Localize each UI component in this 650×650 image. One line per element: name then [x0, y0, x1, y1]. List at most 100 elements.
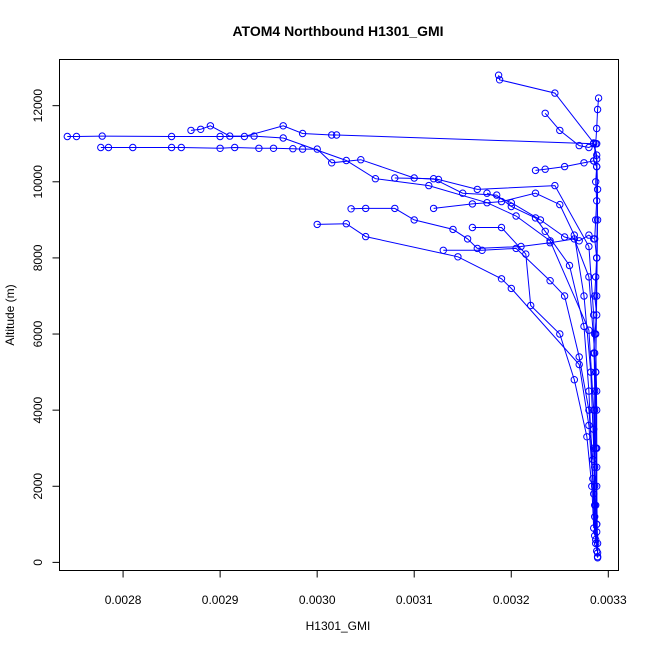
data-point [391, 204, 399, 213]
data-point [565, 261, 574, 270]
data-point [585, 231, 593, 239]
data-point [177, 143, 186, 152]
data-point [593, 554, 602, 562]
data-point [167, 143, 176, 152]
y-tick-label: 8000 [31, 244, 45, 271]
data-point [560, 292, 569, 300]
data-point [585, 326, 593, 334]
data-point [493, 191, 501, 199]
data-point [585, 406, 593, 414]
data-point [593, 185, 602, 194]
y-tick-label: 4000 [31, 396, 45, 423]
data-point [507, 202, 515, 211]
data-point [593, 539, 602, 548]
data-point [478, 246, 486, 255]
data-point [459, 189, 467, 197]
data-point [362, 232, 370, 241]
data-point [332, 131, 341, 139]
data-point [575, 141, 583, 150]
data-point [585, 421, 593, 430]
x-axis-label: H1301_GMI [306, 619, 371, 633]
data-point [592, 273, 600, 281]
data-point [546, 277, 554, 285]
data-point [585, 242, 593, 251]
data-point [313, 220, 321, 229]
series-line [351, 207, 598, 532]
series-14 [483, 189, 598, 245]
data-point [298, 129, 307, 138]
series-line [443, 247, 594, 460]
data-point [592, 216, 600, 224]
data-point [289, 145, 297, 153]
x-tick-label: 0.0033 [590, 593, 627, 607]
data-point [580, 292, 588, 300]
y-tick-label: 0 [31, 559, 45, 566]
data-point [556, 330, 564, 338]
data-point [255, 144, 263, 153]
data-point [551, 181, 559, 190]
data-point [269, 144, 278, 153]
data-point [590, 235, 598, 243]
y-tick-label: 6000 [31, 320, 45, 347]
data-point [592, 368, 600, 376]
series-1 [63, 122, 602, 561]
data-point [591, 292, 599, 300]
data-point [593, 197, 601, 205]
series-11 [439, 244, 597, 464]
data-point [541, 109, 549, 118]
y-axis: 0 2000 4000 6000 8000 10000 12000 [31, 89, 60, 566]
data-point [197, 125, 205, 134]
series-line [190, 125, 598, 552]
data-point [583, 433, 591, 441]
data-point [98, 132, 106, 140]
series-6 [494, 71, 602, 557]
data-point [129, 143, 137, 152]
x-tick-label: 0.0031 [396, 593, 433, 607]
data-point [590, 157, 598, 165]
chart-title: ATOM4 Northbound H1301_GMI [232, 23, 443, 39]
data-point [556, 200, 564, 209]
data-point [494, 71, 503, 79]
series-line [67, 125, 599, 557]
data-point [593, 311, 601, 319]
data-point [593, 387, 601, 395]
data-point [439, 246, 447, 255]
x-tick-label: 0.0030 [299, 593, 336, 607]
data-point [347, 205, 355, 213]
data-point [507, 284, 515, 293]
series-13 [541, 109, 601, 152]
series-line [394, 177, 596, 536]
series-10 [468, 223, 598, 532]
data-point [580, 322, 588, 331]
data-point [570, 231, 578, 239]
data-point [589, 455, 597, 464]
data-point [593, 151, 601, 159]
data-point [593, 162, 601, 171]
series-3 [187, 122, 601, 555]
data-point [590, 349, 598, 357]
data-point [250, 132, 258, 140]
data-point [429, 175, 438, 183]
data-point [463, 235, 472, 243]
data-point [298, 145, 307, 153]
data-point [575, 353, 583, 361]
data-point [527, 301, 535, 310]
data-point [592, 539, 600, 548]
data-point [495, 76, 504, 84]
data-point [206, 122, 215, 130]
data-point [473, 185, 481, 194]
data-point [497, 223, 506, 232]
data-point [536, 216, 545, 224]
data-point [216, 132, 224, 141]
x-axis: 0.0028 0.0029 0.0030 0.0031 0.0032 0.0033 [105, 570, 627, 607]
data-point [497, 275, 506, 283]
data-point [593, 406, 601, 414]
data-layer [63, 71, 603, 562]
y-tick-label: 12000 [31, 89, 45, 123]
series-line [317, 223, 597, 544]
data-point [187, 126, 195, 135]
data-point [425, 181, 433, 190]
data-point [593, 254, 601, 262]
data-point [580, 159, 588, 167]
data-point [591, 532, 599, 540]
